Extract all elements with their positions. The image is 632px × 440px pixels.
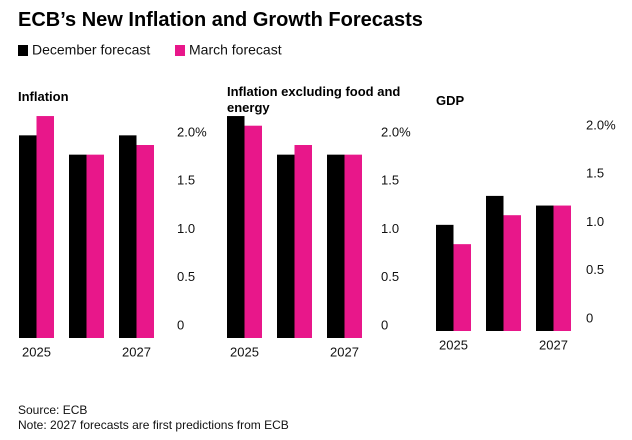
legend-label: March forecast	[189, 42, 282, 58]
bar	[136, 145, 154, 338]
y-tick-label: 0	[177, 317, 184, 332]
bar	[86, 154, 104, 338]
panel-title: Inflation excluding food and energy	[227, 84, 401, 115]
bar	[344, 154, 362, 338]
y-tick-label: 1.0	[381, 221, 399, 236]
bar	[536, 205, 554, 331]
legend-swatch	[175, 45, 185, 56]
x-tick-label: 2025	[22, 344, 51, 359]
y-tick-label: 1.5	[586, 166, 604, 181]
y-tick-label: 2.0%	[586, 117, 616, 132]
bar	[503, 215, 521, 331]
bar	[294, 145, 312, 338]
y-tick-label: 1.0	[177, 221, 195, 236]
y-tick-label: 2.0%	[381, 124, 411, 139]
source: Source: ECB	[18, 403, 88, 417]
chart-title: ECB’s New Inflation and Growth Forecasts	[18, 9, 423, 31]
y-tick-label: 0	[381, 317, 388, 332]
bar	[227, 116, 245, 338]
legend-label: December forecast	[32, 42, 150, 58]
note: Note: 2027 forecasts are first predictio…	[18, 418, 289, 432]
x-tick-label: 2027	[330, 344, 359, 359]
bar	[327, 154, 345, 338]
y-tick-label: 0.5	[586, 262, 604, 277]
bar	[119, 135, 137, 338]
bar	[244, 125, 262, 338]
panel-title: GDP	[436, 93, 465, 108]
x-tick-label: 2027	[539, 337, 568, 352]
y-tick-label: 1.0	[586, 214, 604, 229]
y-tick-label: 1.5	[177, 173, 195, 188]
y-tick-label: 0.5	[381, 269, 399, 284]
bar	[277, 154, 295, 338]
x-tick-label: 2025	[439, 337, 468, 352]
panel-title: Inflation	[18, 89, 69, 104]
y-tick-label: 2.0%	[177, 124, 207, 139]
bar	[453, 244, 471, 331]
y-tick-label: 0	[586, 310, 593, 325]
bar	[436, 224, 454, 331]
bar	[553, 205, 571, 331]
legend-swatch	[18, 45, 28, 56]
y-tick-label: 0.5	[177, 269, 195, 284]
bar	[36, 116, 54, 338]
bar	[69, 154, 87, 338]
y-tick-label: 1.5	[381, 173, 399, 188]
x-tick-label: 2027	[122, 344, 151, 359]
bar	[19, 135, 37, 338]
x-tick-label: 2025	[230, 344, 259, 359]
bar	[486, 195, 504, 331]
